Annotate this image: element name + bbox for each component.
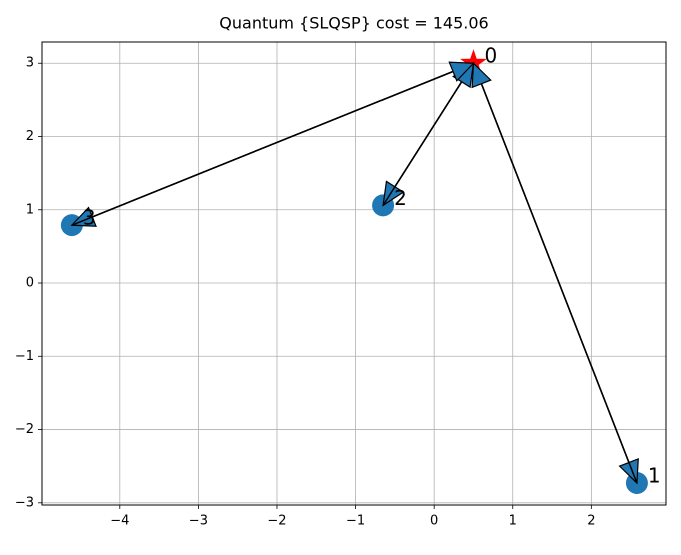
route-arrow bbox=[71, 70, 454, 226]
route-arrow bbox=[382, 81, 463, 206]
y-tick-label: −3 bbox=[15, 495, 34, 510]
x-tick-label: 0 bbox=[430, 514, 438, 529]
chart-title: Quantum {SLQSP} cost = 145.06 bbox=[219, 14, 488, 33]
x-tick-label: −2 bbox=[267, 514, 286, 529]
point-label: 2 bbox=[394, 186, 407, 210]
y-tick-label: −1 bbox=[15, 349, 34, 364]
point-label: 0 bbox=[484, 44, 497, 68]
point-label: 1 bbox=[648, 464, 661, 488]
arrow-head bbox=[448, 61, 475, 82]
x-tick-label: −3 bbox=[189, 514, 208, 529]
y-tick-label: −2 bbox=[15, 422, 34, 437]
x-tick-label: −4 bbox=[110, 514, 129, 529]
y-tick-label: 2 bbox=[26, 129, 34, 144]
y-tick-label: 0 bbox=[26, 276, 34, 291]
route-arrow bbox=[480, 83, 638, 484]
y-tick-label: 1 bbox=[26, 202, 34, 217]
x-tick-label: −1 bbox=[346, 514, 365, 529]
y-tick-label: 3 bbox=[26, 56, 34, 71]
x-tick-label: 1 bbox=[509, 514, 517, 529]
depot-marker bbox=[460, 49, 487, 75]
arrow-head bbox=[471, 61, 492, 89]
plot-frame bbox=[41, 41, 667, 506]
x-tick-label: 2 bbox=[587, 514, 595, 529]
point-label: 3 bbox=[83, 206, 96, 230]
